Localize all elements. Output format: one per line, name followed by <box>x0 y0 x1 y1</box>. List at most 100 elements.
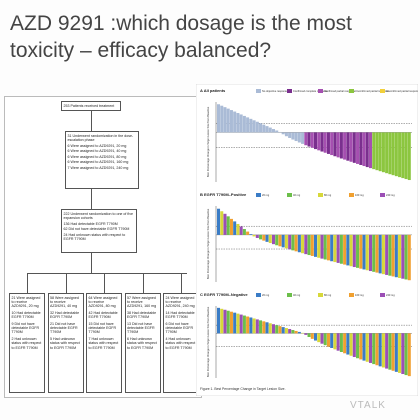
cohort-box: 57 Were assigned to receive AZD9291, 160… <box>124 293 161 393</box>
waterfall-bar <box>404 132 408 180</box>
figure: A All patients No objective response Confi… <box>196 84 418 396</box>
waterfall-bar <box>320 333 324 344</box>
waterfall-bar <box>362 132 366 167</box>
box-text: 64 Were assigned to receive AZD9291, 80 … <box>88 295 118 309</box>
waterfall-bar <box>394 234 398 278</box>
cohort-box: 21 Were assigned to receive AZD9291, 20 … <box>9 293 45 393</box>
waterfall-bar <box>239 314 243 334</box>
waterfall-bar <box>226 310 230 334</box>
waterfall-bar <box>385 234 389 275</box>
waterfall-bar <box>242 115 246 133</box>
box-text: 4 Had unknown status with respect to EGF… <box>165 336 196 350</box>
waterfall-bar <box>352 234 356 268</box>
legend-swatch <box>287 193 292 197</box>
waterfall-bar <box>336 234 340 263</box>
waterfall-bar <box>236 313 240 334</box>
waterfall-bar <box>385 333 389 369</box>
box-text: 24 Had unknown status with respect to EG… <box>63 232 126 242</box>
waterfall-bar <box>262 234 266 241</box>
box-text: 6 Were assigned to AZD9291, 80 mg <box>67 154 127 159</box>
legend-label: Confirmed partial response <box>324 89 356 93</box>
box-text: 9 Did not have detectable EGFR T790M <box>11 321 40 335</box>
legend-label: 20 mg <box>262 193 270 197</box>
waterfall-bar <box>407 234 411 281</box>
y-axis-label: Best Percentage Change in Target Lesion … <box>206 306 210 377</box>
waterfall-bar <box>391 234 395 277</box>
waterfall-bar <box>398 333 402 373</box>
waterfall-bar <box>356 333 360 359</box>
waterfall-bar <box>346 132 350 161</box>
waterfall-bar <box>372 333 376 365</box>
waterfall-bar <box>268 234 272 244</box>
waterfall-bar <box>265 322 269 334</box>
y-axis-label: Best Percentage Change in Target Lesion … <box>206 106 210 177</box>
waterfall-bar <box>229 110 233 133</box>
waterfall-bar <box>336 333 340 351</box>
waterfall-bar <box>359 234 363 269</box>
waterfall-bar <box>375 333 379 366</box>
box-text: 24 Were assigned to receive AZD9291, 240… <box>165 295 195 309</box>
waterfall-bar <box>278 234 282 247</box>
box-text: 10 Had detectable EGFR T790M <box>11 310 41 320</box>
waterfall-bar <box>323 234 327 260</box>
waterfall-bar <box>242 315 246 334</box>
waterfall-bar <box>365 234 369 271</box>
box-text: 6 Were assigned to AZD9291, 20 mg <box>67 143 127 148</box>
waterfall-bar <box>223 107 227 133</box>
waterfall-bar <box>330 333 334 348</box>
waterfall-bar <box>388 333 392 370</box>
waterfall-bar <box>265 126 269 133</box>
legend-label: 40 mg <box>293 193 301 197</box>
waterfall-bar <box>385 132 389 174</box>
legend-label: No objective response <box>262 89 288 93</box>
legend-swatch <box>380 89 385 93</box>
waterfall-bar <box>249 234 253 235</box>
waterfall-bar <box>343 333 347 354</box>
waterfall-bar <box>278 326 282 334</box>
waterfall-bar <box>352 132 356 163</box>
legend-swatch <box>287 293 292 297</box>
waterfall-bar <box>317 234 321 258</box>
slide-title: AZD 9291 :which dosage is the most toxic… <box>10 12 353 62</box>
waterfall-bar <box>259 234 263 240</box>
waterfall-bar <box>368 234 372 272</box>
waterfall-bar <box>223 309 227 334</box>
waterfall-bar <box>336 132 340 158</box>
legend-label: 40 mg <box>293 293 301 297</box>
waterfall-bar <box>288 132 292 138</box>
waterfall-bar <box>239 226 243 235</box>
waterfall-bar <box>226 216 230 235</box>
box-text: 57 Were assigned to receive AZD9291, 160… <box>127 295 157 309</box>
box-text: 6 Were assigned to AZD9291, 160 mg <box>67 160 129 165</box>
waterfall-bar <box>343 132 347 160</box>
waterfall-bar <box>356 234 360 268</box>
waterfall-bar <box>330 234 334 262</box>
waterfall-bar <box>294 234 298 252</box>
waterfall-bar <box>259 320 263 334</box>
waterfall-bar <box>268 323 272 334</box>
connector <box>65 273 67 293</box>
waterfall-bar <box>391 333 395 371</box>
waterfall-bar <box>339 333 343 352</box>
waterfall-bar <box>323 132 327 153</box>
waterfall-bar <box>271 129 275 133</box>
waterfall-bar <box>375 234 379 273</box>
waterfall-bar <box>217 104 221 133</box>
waterfall-bar <box>314 234 318 257</box>
waterfall-bar <box>394 333 398 372</box>
waterfall-bar <box>320 132 324 152</box>
box-text: 62 Did not have detectable EGFR T790M <box>63 227 130 232</box>
box-text: 32 Had detectable EGFR T790M <box>50 310 80 320</box>
box-text: 38 Had detectable EGFR T790M <box>127 310 157 320</box>
waterfall-bar <box>255 319 259 334</box>
box-text: 7 Had unknown status with respect to EGF… <box>88 336 119 350</box>
waterfall-bar <box>368 132 372 169</box>
waterfall-bar <box>330 132 334 156</box>
legend-swatch <box>256 89 261 93</box>
box-text: 13 Did not have detectable EGFR T790M <box>127 321 155 335</box>
waterfall-bar <box>339 132 343 159</box>
waterfall-bar <box>378 234 382 274</box>
cohort-box: 58 Were assigned to receive AZD9291, 40 … <box>47 293 84 393</box>
waterfall-bar <box>333 132 337 157</box>
waterfall-bar <box>288 234 292 250</box>
